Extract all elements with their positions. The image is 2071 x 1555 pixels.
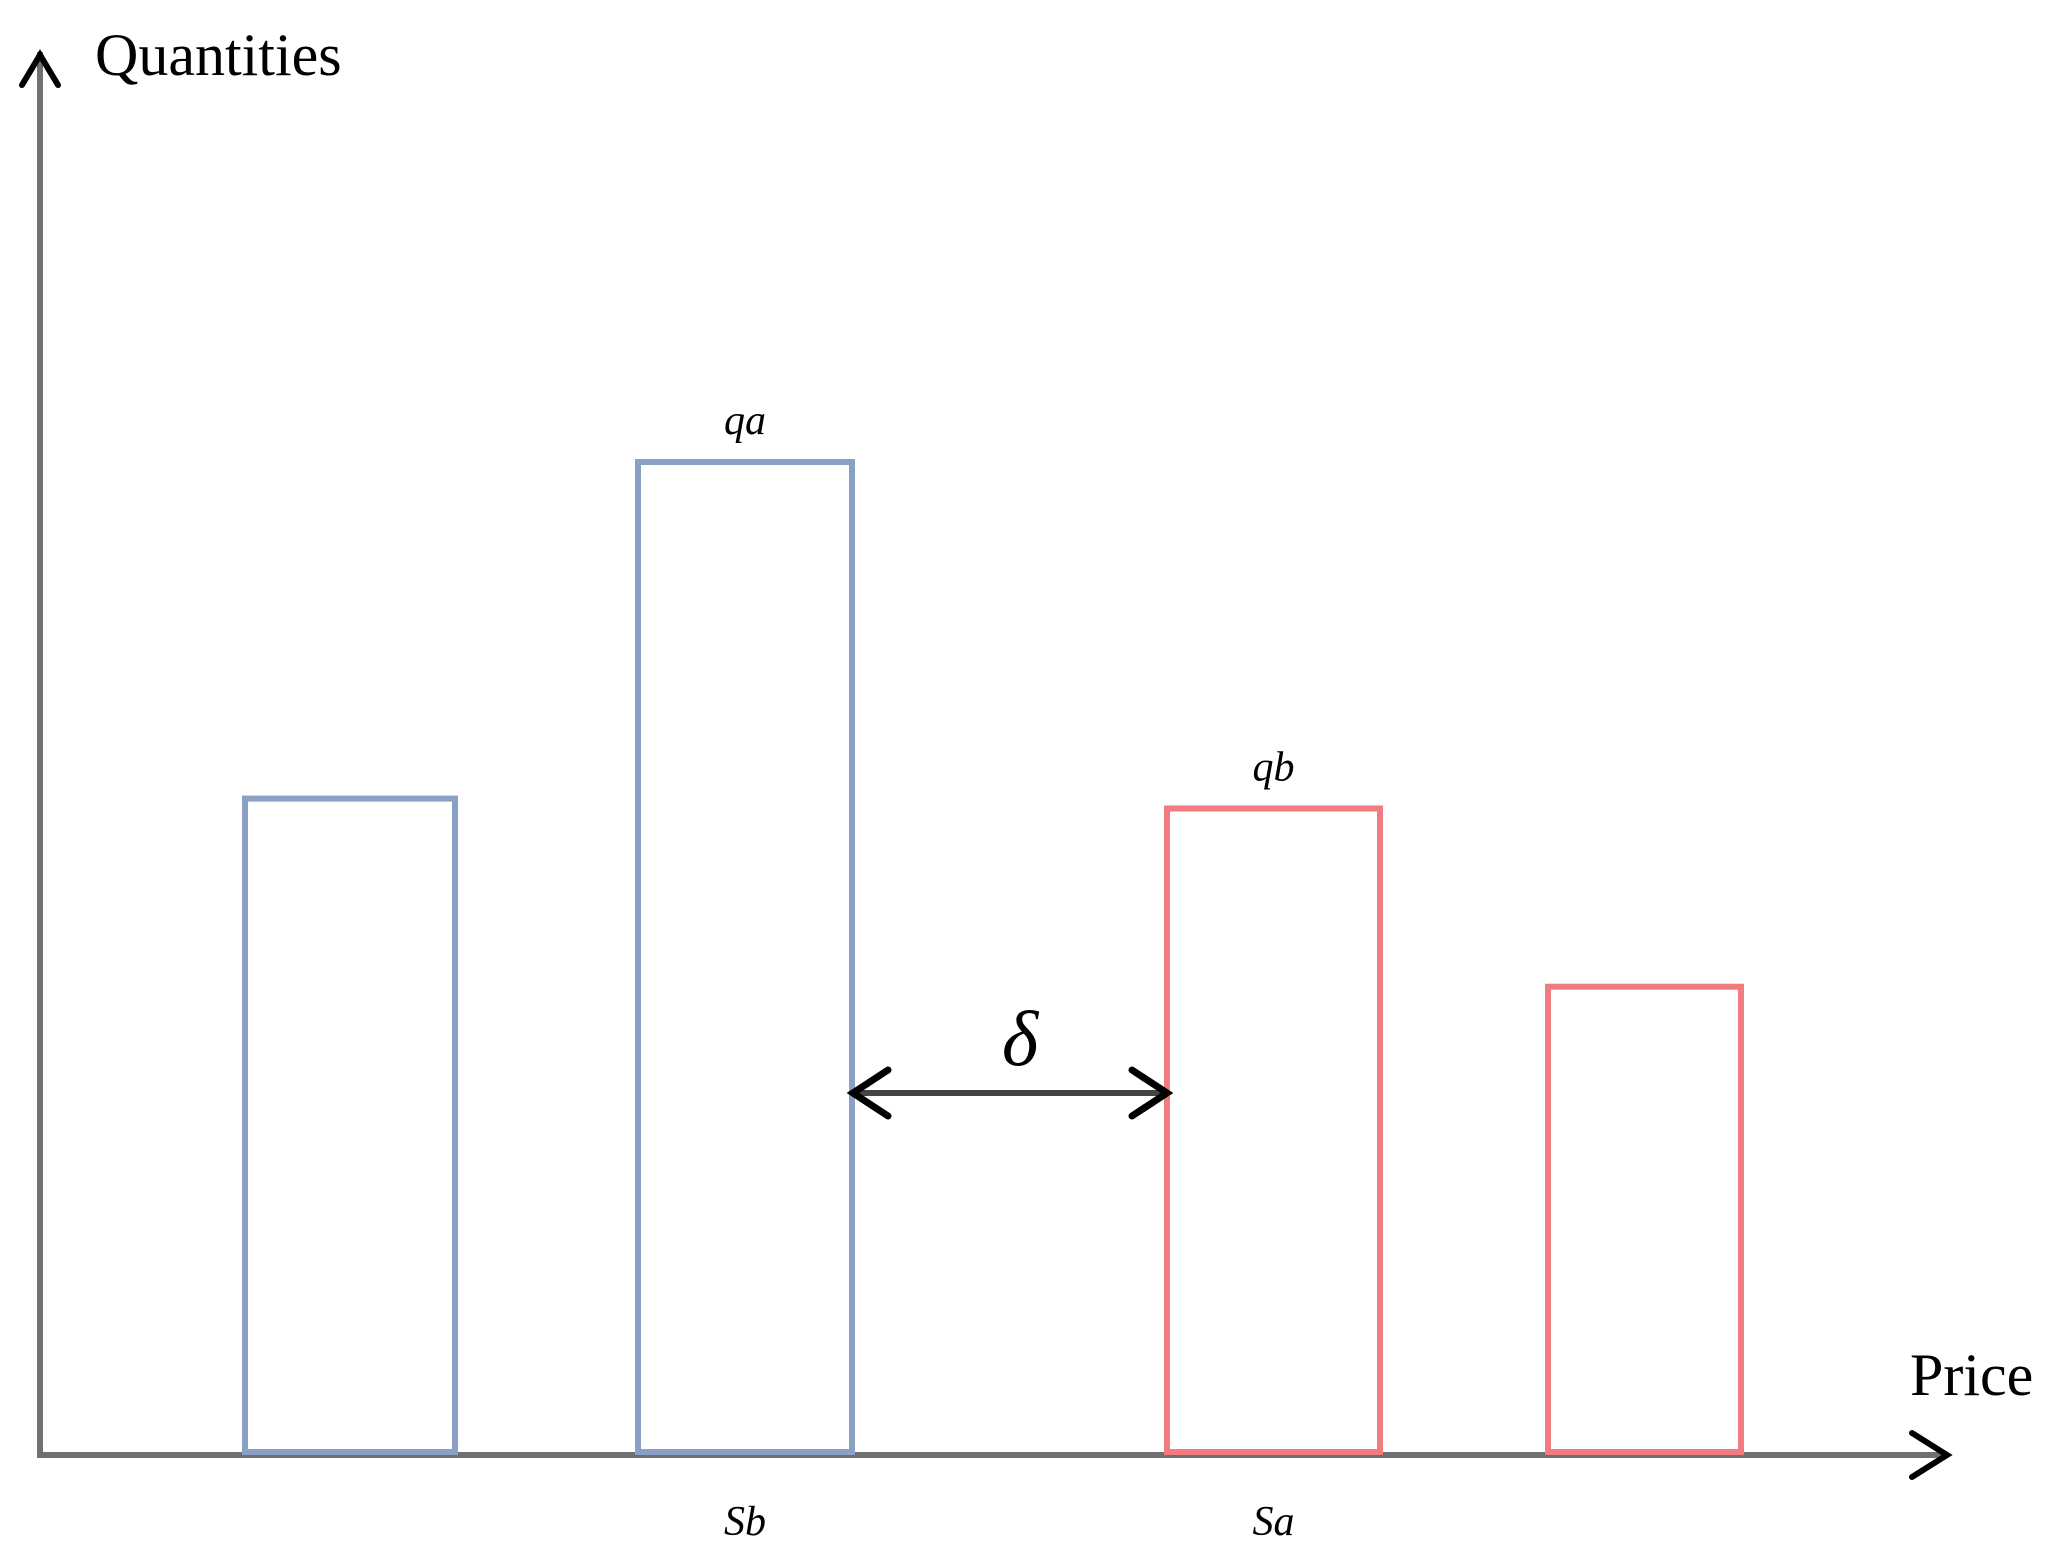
spread-arrow xyxy=(846,1066,1174,1120)
x-axis-arrowhead xyxy=(1909,1430,1953,1480)
bar-ask-3 xyxy=(1164,805,1383,1455)
bar-bottom-label: Sb xyxy=(724,1499,766,1545)
spread-symbol: δ xyxy=(1002,995,1040,1082)
x-axis-title: Price xyxy=(1910,1342,2033,1408)
spread-arrowhead-right xyxy=(1128,1066,1174,1120)
bars-group: qa Sb qb Sa xyxy=(242,398,1744,1545)
y-axis-arrowhead xyxy=(19,49,61,88)
y-axis-title: Quantities xyxy=(95,22,342,88)
axes xyxy=(19,49,1953,1480)
bar-bid-1 xyxy=(242,795,458,1455)
bar-bottom-label: Sa xyxy=(1253,1499,1295,1545)
spread-arrowhead-left xyxy=(846,1066,892,1120)
bar-bid-2 xyxy=(635,459,855,1455)
bar-top-label: qa xyxy=(724,398,766,444)
bar-top-label: qb xyxy=(1253,745,1295,791)
bar-ask-4 xyxy=(1545,983,1744,1455)
